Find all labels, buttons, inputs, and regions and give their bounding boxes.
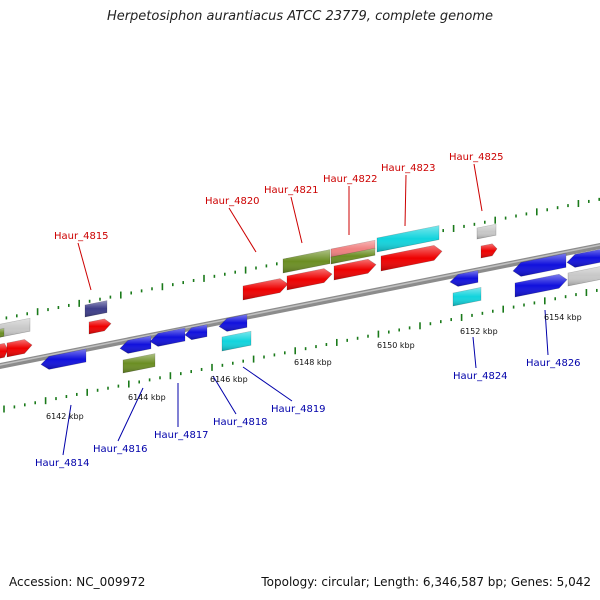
kbp-label-6154: 6154 kbp	[544, 313, 582, 322]
callout-line	[117, 387, 144, 442]
gene-green-3[interactable]	[0, 328, 5, 338]
kbp-label-6148: 6148 kbp	[294, 358, 332, 367]
gene-label-haur-4826[interactable]: Haur_4826	[526, 358, 581, 369]
gene-cyan-24[interactable]	[452, 287, 482, 307]
gene-label-haur-4819[interactable]: Haur_4819	[271, 404, 326, 415]
kbp-label-6142: 6142 kbp	[46, 412, 84, 421]
gene-red-13[interactable]	[242, 278, 289, 301]
gene-green-10[interactable]	[122, 353, 156, 374]
callout-line	[228, 207, 257, 253]
gene-red-6[interactable]	[88, 318, 112, 335]
genome-backbone	[0, 242, 600, 370]
inner-tick-ring	[3, 288, 598, 413]
gene-label-haur-4814[interactable]: Haur_4814	[35, 458, 90, 469]
gene-gray-28[interactable]	[567, 265, 600, 287]
kbp-label-6152: 6152 kbp	[460, 327, 498, 336]
callout-line	[404, 174, 407, 227]
gene-label-haur-4816[interactable]: Haur_4816	[93, 444, 148, 455]
gene-red-1[interactable]	[6, 339, 33, 358]
gene-red-22[interactable]	[480, 243, 498, 259]
topology-summary: Topology: circular; Length: 6,346,587 bp…	[261, 575, 591, 589]
genome-backbone-highlight	[0, 244, 600, 366]
gene-red-14[interactable]	[286, 268, 333, 291]
callout-line	[472, 336, 477, 369]
gene-label-haur-4818[interactable]: Haur_4818	[213, 417, 268, 428]
callout-line	[473, 163, 483, 212]
callout-line	[544, 309, 549, 356]
callout-line	[242, 366, 293, 402]
callout-line	[290, 196, 303, 244]
gene-label-haur-4820[interactable]: Haur_4820	[205, 196, 260, 207]
accession-text: Accession: NC_009972	[9, 575, 146, 589]
gene-label-haur-4817[interactable]: Haur_4817	[154, 430, 209, 441]
gene-label-haur-4823[interactable]: Haur_4823	[381, 163, 436, 174]
kbp-label-6146: 6146 kbp	[210, 375, 248, 384]
map-title: Herpetosiphon aurantiacus ATCC 23779, co…	[106, 9, 494, 24]
kbp-label-6150: 6150 kbp	[377, 341, 415, 350]
label-callouts	[62, 163, 549, 456]
gene-label-haur-4824[interactable]: Haur_4824	[453, 371, 508, 382]
callout-line	[62, 404, 72, 456]
gene-label-haur-4822[interactable]: Haur_4822	[323, 174, 378, 185]
gene-cyan-12[interactable]	[221, 330, 252, 352]
gene-gray-2[interactable]	[0, 317, 31, 338]
gene-label-haur-4825[interactable]: Haur_4825	[449, 152, 504, 163]
gene-label-haur-4815[interactable]: Haur_4815	[54, 231, 109, 242]
kbp-label-6144: 6144 kbp	[128, 393, 166, 402]
gene-label-haur-4821[interactable]: Haur_4821	[264, 185, 319, 196]
callout-line	[212, 375, 237, 415]
gene-blue-11[interactable]	[218, 314, 248, 332]
gene-blue-27[interactable]	[514, 273, 568, 298]
callout-line	[77, 242, 92, 291]
gene-gray-21[interactable]	[476, 223, 497, 240]
gene-navy-5[interactable]	[84, 300, 108, 318]
